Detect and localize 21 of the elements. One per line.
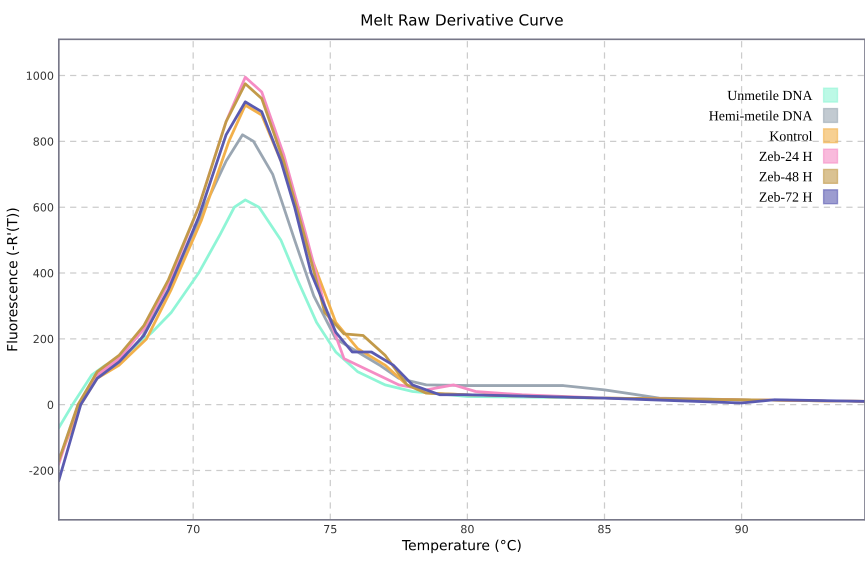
x-tick-label: 70 <box>187 524 200 534</box>
y-tick-label: 600 <box>34 203 54 212</box>
legend-label: Zeb-48 H <box>760 172 812 182</box>
legend-label: Kontrol <box>770 131 812 141</box>
y-tick-label: 0 <box>48 400 54 410</box>
x-tick-label: 80 <box>461 524 474 534</box>
y-tick-label: -200 <box>29 466 54 475</box>
x-tick-label: 85 <box>598 524 611 534</box>
y-tick-label: 200 <box>34 334 54 344</box>
x-axis-title: Temperature (°C) <box>402 540 521 554</box>
y-tick-label: 1000 <box>26 72 54 80</box>
y-tick-label: 400 <box>33 268 54 278</box>
legend-label: Unmetile DNA <box>728 90 812 100</box>
legend-label: Zeb-72 H <box>760 192 812 202</box>
chart-title: Melt Raw Derivative Curve <box>362 14 563 26</box>
x-tick-label: 75 <box>324 525 336 534</box>
y-tick-label: 800 <box>34 137 54 146</box>
y-axis-title: Fluorescence (-R'(T)) <box>6 208 20 351</box>
x-tick-label: 90 <box>735 524 748 534</box>
legend-label: Hemi-metile DNA <box>709 110 812 120</box>
legend-label: Zeb-24 H <box>760 151 812 162</box>
